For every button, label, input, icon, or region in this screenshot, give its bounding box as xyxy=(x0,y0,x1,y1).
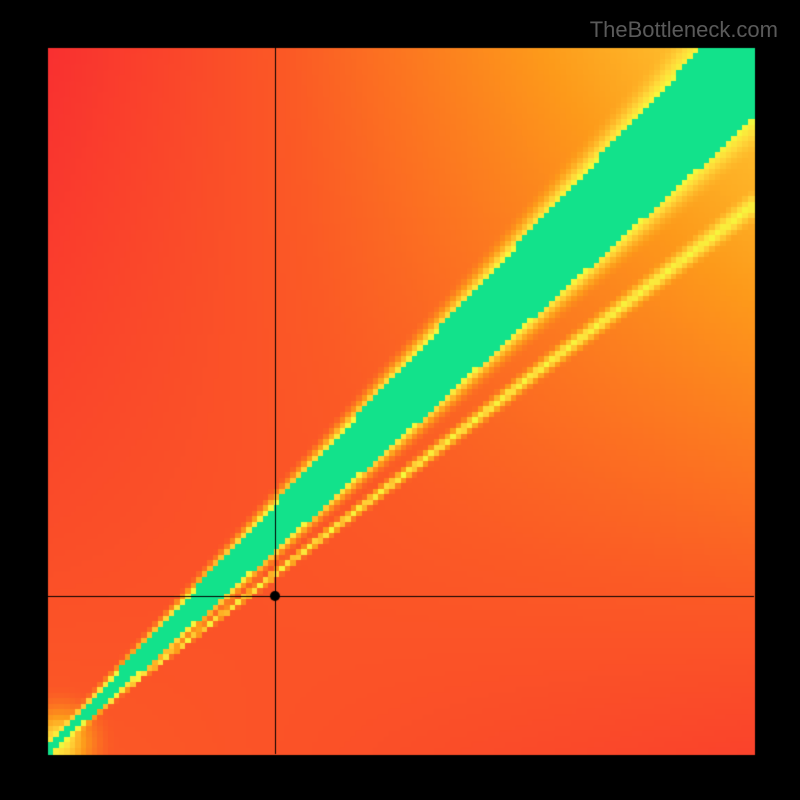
watermark-text: TheBottleneck.com xyxy=(590,17,778,43)
bottleneck-heatmap xyxy=(0,0,800,800)
chart-container: { "watermark": { "text": "TheBottleneck.… xyxy=(0,0,800,800)
